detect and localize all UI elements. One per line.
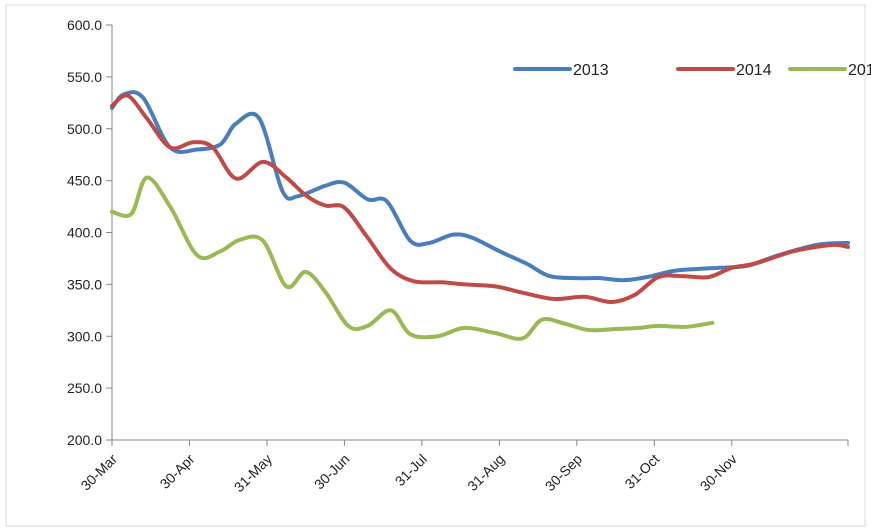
- series-line-2015: [110, 175, 715, 341]
- series-layer: [110, 90, 850, 341]
- axes: 200.0 250.0 300.0 350.0 400.0 450.0 500.0 550.0…: [67, 17, 849, 495]
- x-tick-label: 30-Sep: [542, 451, 585, 494]
- x-tick-label: 30-Nov: [697, 451, 740, 494]
- y-tick-label: 500.0: [67, 121, 102, 137]
- y-tick-label: 550.0: [67, 69, 102, 85]
- series-line-2014: [110, 93, 850, 305]
- x-tick-label: 31-May: [231, 451, 275, 495]
- y-tick-label: 600.0: [67, 17, 102, 33]
- x-tick-label: 31-Aug: [464, 451, 507, 494]
- x-tick-label: 30-Apr: [157, 451, 198, 492]
- chart-border: [5, 4, 866, 527]
- x-tick-label: 31-Jul: [392, 451, 430, 489]
- legend-label-2015: 2015: [848, 62, 871, 79]
- x-tick-label: 30-Mar: [77, 451, 120, 494]
- y-tick-label: 450.0: [67, 173, 102, 189]
- x-tick-label: 30-Jun: [311, 451, 353, 493]
- legend: 2013 2014 2015: [513, 62, 871, 79]
- series-line-2013: [110, 90, 850, 283]
- y-tick-label: 400.0: [67, 225, 102, 241]
- legend-label-2014: 2014: [736, 62, 772, 79]
- y-tick-label: 250.0: [67, 380, 102, 396]
- x-tick-label: 31-Oct: [621, 451, 662, 492]
- y-tick-label: 350.0: [67, 276, 102, 292]
- y-tick-label: 200.0: [67, 432, 102, 448]
- legend-label-2013: 2013: [573, 62, 609, 79]
- y-tick-label: 300.0: [67, 328, 102, 344]
